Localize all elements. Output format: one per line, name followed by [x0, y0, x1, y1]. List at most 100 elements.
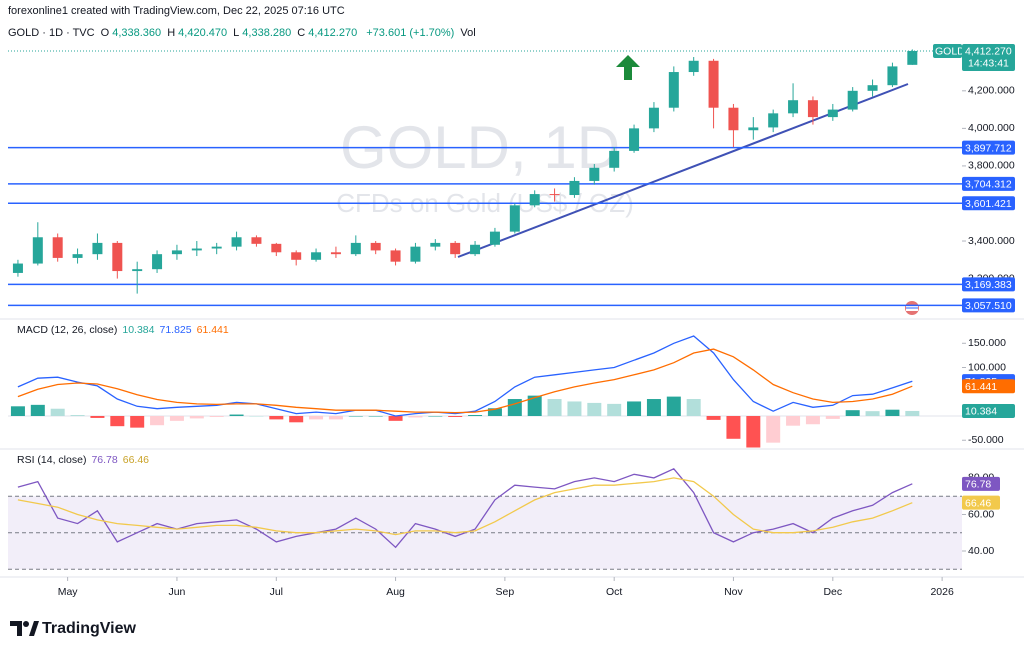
- pane-title: RSI (14, close) 76.78 66.46: [17, 454, 149, 466]
- pane-value: RSI (14, close): [17, 454, 86, 466]
- histogram-bar: [627, 401, 642, 416]
- candle-body: [470, 244, 481, 255]
- y-tick-label: 60.00: [968, 508, 994, 520]
- ohlc-value: 4,420.470: [178, 27, 228, 39]
- value-label: 76.78: [965, 479, 991, 491]
- candle-body: [171, 250, 182, 255]
- candle-body: [609, 150, 620, 168]
- histogram-bar: [487, 408, 502, 416]
- candle-body: [430, 242, 441, 247]
- up-arrow: [616, 55, 640, 80]
- ohlc-value: 4,338.360: [112, 27, 162, 39]
- value-label-box: [962, 379, 1015, 394]
- ohlc-value: 4,338.280: [242, 27, 292, 39]
- x-tick-label: Sep: [496, 586, 515, 598]
- candle-body: [907, 50, 918, 65]
- level-label-box: [962, 196, 1015, 211]
- candle-body: [847, 90, 858, 110]
- logo-slash: [29, 621, 39, 636]
- histogram-bar: [348, 416, 363, 417]
- candle-body: [350, 242, 361, 255]
- histogram-bar: [209, 416, 224, 417]
- histogram-bar: [726, 416, 741, 439]
- candle-body: [788, 100, 799, 114]
- ohlc-label: L: [233, 27, 240, 39]
- candle-body: [589, 167, 600, 181]
- y-tick-label: 4,000.000: [968, 122, 1015, 134]
- value-label: 61.441: [965, 381, 997, 393]
- pane-value: MACD (12, 26, close): [17, 324, 117, 336]
- value-label-box: [962, 495, 1000, 510]
- y-tick-label: 3,800.000: [968, 160, 1015, 172]
- histogram-bar: [646, 399, 661, 416]
- symbol-tag-box: [933, 43, 962, 58]
- flag-icon: [905, 301, 919, 315]
- candle-body: [271, 243, 282, 253]
- level-label: 3,601.421: [965, 198, 1012, 210]
- x-tick-label: Jul: [270, 586, 283, 598]
- macd-line: [17, 348, 913, 414]
- histogram-bar: [150, 416, 165, 426]
- candle-body: [291, 252, 302, 260]
- level-label-box: [962, 140, 1015, 155]
- change: +73.601 (+1.70%): [366, 27, 455, 39]
- histogram-bar: [289, 416, 304, 423]
- pane-value: 10.384: [122, 324, 154, 336]
- ohlc: O 4,338.360 H 4,420.470 L 4,338.280 C 4,412.…: [101, 27, 364, 39]
- candle-body: [867, 85, 878, 91]
- histogram-bar: [10, 406, 25, 416]
- countdown: 14:43:41: [968, 58, 1009, 70]
- candle-body: [112, 242, 123, 272]
- macd-line: [17, 335, 913, 417]
- candle-body: [728, 107, 739, 131]
- candle-body: [708, 60, 719, 108]
- histogram-bar: [845, 410, 860, 416]
- histogram-bar: [706, 416, 721, 420]
- candle-body: [92, 242, 103, 255]
- histogram-bar: [905, 410, 920, 416]
- candle-body: [370, 242, 381, 251]
- x-tick-label: Aug: [386, 586, 405, 598]
- level-label-box: [962, 298, 1015, 313]
- histogram-bar: [567, 401, 582, 416]
- histogram-bar: [686, 399, 701, 416]
- ohlc-label: O: [100, 27, 110, 39]
- histogram-bar: [885, 409, 900, 416]
- candle-body: [648, 107, 659, 129]
- level-label: 3,169.383: [965, 279, 1012, 291]
- histogram-bar: [90, 416, 105, 418]
- candle-body: [52, 237, 63, 258]
- x-tick-label: 2026: [930, 586, 954, 598]
- histogram-bar: [587, 402, 602, 416]
- histogram-bar: [805, 416, 820, 425]
- histogram-bar: [70, 415, 85, 416]
- candle-body: [231, 237, 242, 247]
- histogram-bar: [110, 416, 125, 427]
- x-tick-label: Oct: [606, 586, 622, 598]
- histogram-bar: [527, 395, 542, 416]
- candle-body: [489, 231, 500, 245]
- histogram-bar: [169, 416, 184, 421]
- candle-body: [629, 128, 640, 151]
- logo-dot: [23, 621, 29, 627]
- y-tick-label: 100.000: [968, 361, 1006, 373]
- candle-body: [12, 263, 23, 273]
- candle-body: [132, 269, 143, 272]
- histogram-bar: [746, 416, 761, 448]
- value-label: 10.384: [965, 406, 997, 418]
- pane-value: 61.441: [197, 324, 229, 336]
- histogram-bar: [388, 416, 403, 421]
- candle-body: [311, 252, 322, 260]
- histogram-bar: [189, 416, 204, 419]
- candle-body: [529, 194, 540, 206]
- histogram-bar: [448, 416, 463, 417]
- candle-body: [390, 250, 401, 262]
- candle-body: [72, 254, 83, 258]
- candle-body: [688, 60, 699, 73]
- histogram-bar: [607, 403, 622, 416]
- pane-value: 76.78: [91, 454, 117, 466]
- x-tick-label: Nov: [724, 586, 743, 598]
- histogram-bar: [547, 399, 562, 416]
